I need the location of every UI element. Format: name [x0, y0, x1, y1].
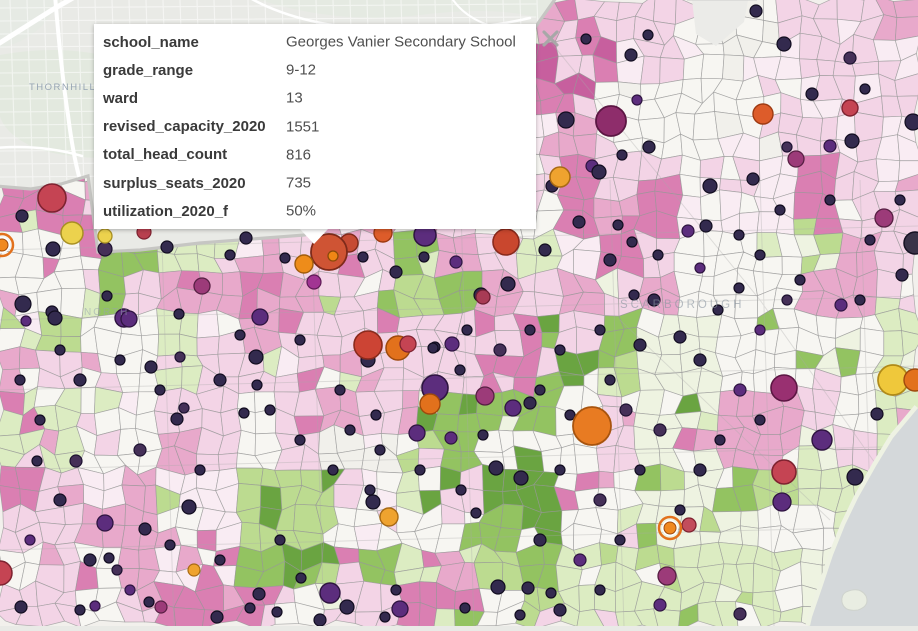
- svg-text:SCARBOROUGH: SCARBOROUGH: [620, 299, 744, 311]
- svg-text:NORTH: NORTH: [84, 307, 129, 318]
- svg-text:THORNHILL: THORNHILL: [29, 82, 96, 93]
